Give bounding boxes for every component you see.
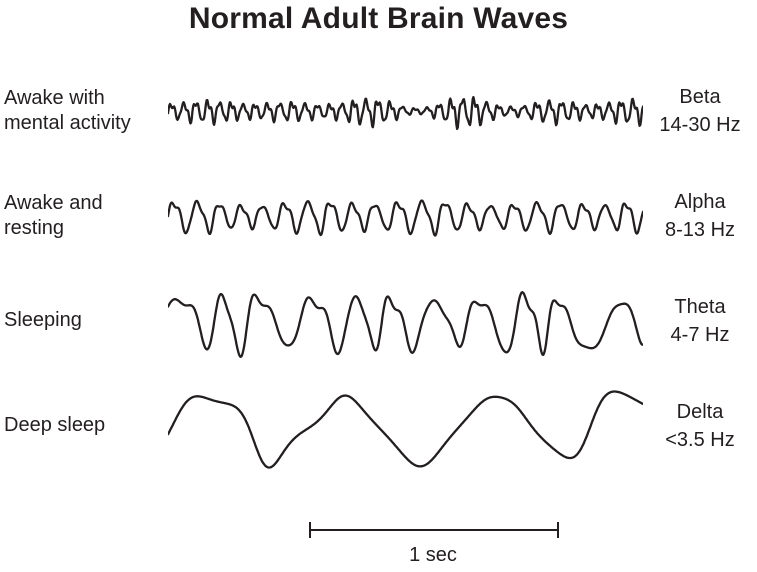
wave-row-theta: Sleeping Theta 4-7 Hz xyxy=(0,268,757,373)
band-range-alpha: 8-13 Hz xyxy=(664,218,736,241)
condition-label-delta: Deep sleep xyxy=(4,414,106,436)
wave-row-alpha: Awake and resting Alpha 8-13 Hz xyxy=(0,163,757,268)
band-name-alpha: Alpha xyxy=(674,190,726,213)
time-scale-label: 1 sec xyxy=(409,544,457,566)
band-name-delta: Delta xyxy=(676,400,724,423)
band-label-delta: Delta <3.5 Hz xyxy=(643,398,757,454)
beta-waveform xyxy=(168,95,643,130)
theta-waveform xyxy=(168,290,643,358)
band-name-beta: Beta xyxy=(679,85,721,108)
wave-row-delta: Deep sleep Delta <3.5 Hz xyxy=(0,373,757,478)
band-range-delta: <3.5 Hz xyxy=(665,428,735,451)
delta-waveform xyxy=(168,389,643,469)
diagram-title: Normal Adult Brain Waves xyxy=(188,2,569,35)
alpha-waveform xyxy=(168,198,643,237)
band-range-theta: 4-7 Hz xyxy=(670,323,730,346)
band-label-beta: Beta 14-30 Hz xyxy=(643,83,757,139)
condition-label-beta: Awake with mental activity xyxy=(4,86,131,134)
wave-row-beta: Awake with mental activity Beta 14-30 Hz xyxy=(0,58,757,163)
band-range-beta: 14-30 Hz xyxy=(659,113,741,136)
band-name-theta: Theta xyxy=(674,295,726,318)
band-label-alpha: Alpha 8-13 Hz xyxy=(643,188,757,244)
condition-label-theta: Sleeping xyxy=(4,309,82,331)
band-label-theta: Theta 4-7 Hz xyxy=(643,293,757,349)
condition-label-alpha: Awake and resting xyxy=(4,191,103,239)
time-scale-bar xyxy=(309,522,559,538)
